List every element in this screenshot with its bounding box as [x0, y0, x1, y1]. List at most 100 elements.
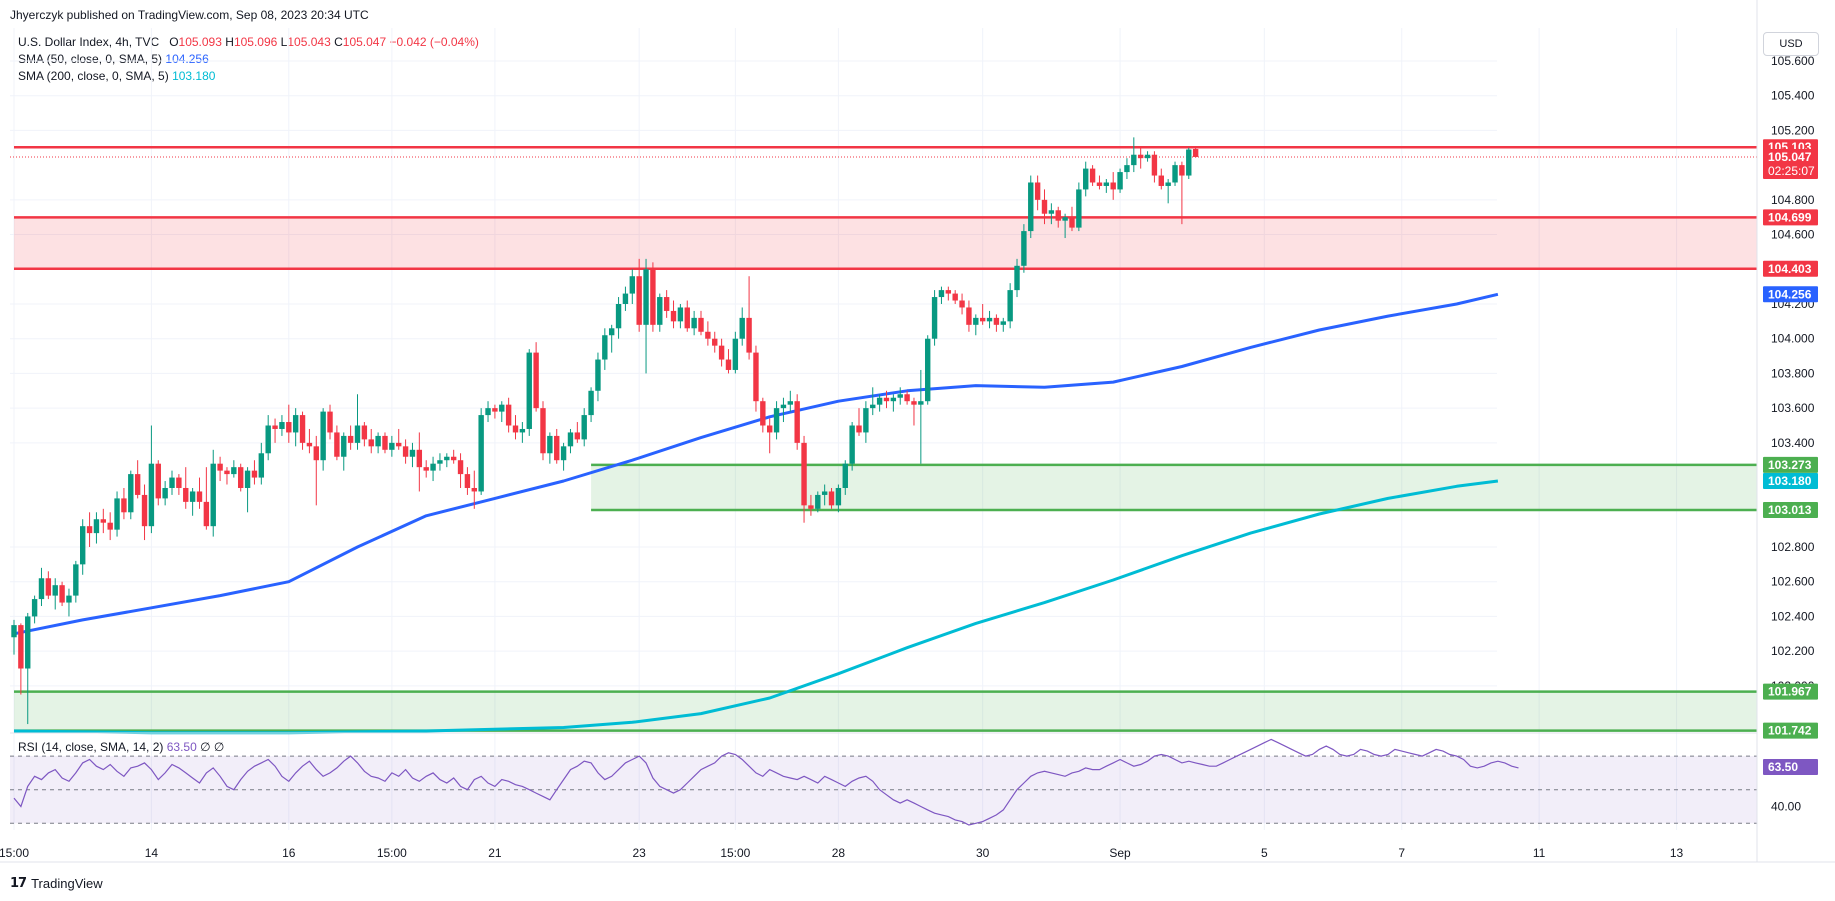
- candle-body: [86, 526, 93, 534]
- y-tick-label: 104.600: [1771, 228, 1815, 242]
- candle-body: [183, 487, 189, 502]
- candle-body: [25, 616, 31, 669]
- candle-body: [567, 432, 574, 447]
- high-label: H: [225, 35, 234, 49]
- rsi-legend[interactable]: RSI (14, close, SMA, 14, 2) 63.50 ∅ ∅: [18, 740, 224, 754]
- candle-body: [712, 338, 718, 346]
- candle-body: [608, 328, 615, 336]
- candle-body: [279, 422, 285, 429]
- candle-body: [677, 307, 684, 322]
- price-label-text: 103.273: [1768, 458, 1812, 472]
- candle-body: [547, 435, 553, 454]
- candle-body: [100, 519, 107, 523]
- candle-body: [945, 290, 952, 294]
- candle-body: [485, 408, 491, 416]
- candle-body: [959, 300, 965, 308]
- price-label-text: 103.180: [1768, 474, 1812, 488]
- candle-body: [863, 408, 869, 433]
- price-label-box: [1763, 456, 1818, 473]
- price-label-text: 104.699: [1768, 210, 1812, 224]
- candle-body: [141, 494, 148, 527]
- candle-body: [512, 425, 519, 433]
- candle-body: [1055, 210, 1061, 221]
- candle-body: [588, 390, 594, 416]
- y-tick-label: 102.400: [1771, 609, 1815, 623]
- x-tick-label: 30: [976, 846, 990, 860]
- candle-body: [1048, 210, 1055, 214]
- tradingview-logo-icon: 𝟭𝟳: [10, 875, 27, 890]
- candle-body: [801, 442, 807, 506]
- candle-body: [849, 425, 855, 464]
- candle-body: [402, 446, 409, 457]
- rsi-value-label: 63.50: [1768, 760, 1798, 774]
- candle-body: [450, 456, 457, 461]
- candle-body: [670, 310, 677, 322]
- candle-body: [540, 408, 546, 454]
- currency-button[interactable]: USD: [1763, 32, 1819, 56]
- rsi-tick-label: 40.00: [1771, 800, 1801, 814]
- sma50-row[interactable]: SMA (50, close, 0, SMA, 5) 104.256: [18, 51, 479, 68]
- candle-body: [602, 335, 608, 360]
- candle-body: [753, 352, 759, 402]
- candle-body: [746, 317, 752, 353]
- rsi-extra: ∅ ∅: [200, 740, 225, 754]
- y-tick-label: 105.200: [1771, 123, 1815, 137]
- y-tick-label: 104.800: [1771, 193, 1815, 207]
- candle-body: [966, 307, 972, 325]
- candle-body: [1172, 165, 1178, 183]
- y-tick-label: 105.400: [1771, 89, 1815, 103]
- rsi-label: RSI (14, close, SMA, 14, 2): [18, 740, 164, 754]
- candle-body: [272, 425, 278, 429]
- candle-body: [45, 578, 52, 596]
- sma200-line: [13, 479, 1499, 735]
- candle-body: [189, 491, 196, 502]
- price-label-text: 105.047: [1768, 150, 1812, 164]
- candle-body: [457, 460, 464, 475]
- candle-body: [31, 599, 38, 617]
- zone-resistance: [14, 217, 1757, 269]
- candle-body: [718, 345, 725, 360]
- candle-body: [650, 269, 656, 325]
- low-value: 105.043: [287, 35, 331, 49]
- sma50-value: 104.256: [165, 52, 209, 66]
- candle-body: [821, 491, 828, 495]
- candle-body: [856, 425, 862, 433]
- zone-support: [14, 691, 1757, 731]
- candle-body: [1062, 217, 1068, 221]
- candle-body: [1165, 182, 1171, 186]
- x-tick-label: 28: [832, 846, 846, 860]
- candle-body: [870, 404, 876, 409]
- candle-body: [299, 415, 306, 443]
- candle-body: [1089, 168, 1096, 183]
- candle-body: [794, 401, 800, 443]
- candle-body: [430, 463, 436, 471]
- x-tick-label: 11: [1533, 846, 1546, 860]
- x-tick-label: 5: [1261, 846, 1268, 860]
- price-label-box: [1763, 722, 1818, 739]
- candle-body: [148, 463, 155, 527]
- x-tick-label: 23: [632, 846, 646, 860]
- candle-body: [1076, 189, 1082, 228]
- x-tick-label: 14: [145, 846, 159, 860]
- candle-body: [835, 487, 842, 506]
- candle-body: [313, 446, 319, 461]
- sma200-row[interactable]: SMA (200, close, 0, SMA, 5) 103.180: [18, 68, 479, 85]
- x-tick-label: 21: [488, 846, 502, 860]
- tradingview-logo[interactable]: 𝟭𝟳 TradingView: [10, 875, 103, 891]
- candle-body: [1069, 217, 1075, 228]
- rsi-line: [13, 738, 1519, 826]
- candle-body: [973, 317, 979, 325]
- candle-body: [842, 463, 848, 488]
- price-label-box: [1763, 209, 1818, 226]
- symbol-name[interactable]: U.S. Dollar Index, 4h, TVC: [18, 35, 160, 49]
- x-tick-label: 13: [1670, 846, 1684, 860]
- candle-body: [808, 505, 814, 509]
- y-tick-label: 103.600: [1771, 401, 1815, 415]
- candle-body: [396, 442, 402, 447]
- close-value: 105.047: [342, 35, 387, 49]
- candle-body: [1137, 154, 1144, 159]
- candle-body: [499, 404, 505, 412]
- candle-body: [11, 625, 17, 638]
- y-tick-label: 102.200: [1771, 644, 1815, 658]
